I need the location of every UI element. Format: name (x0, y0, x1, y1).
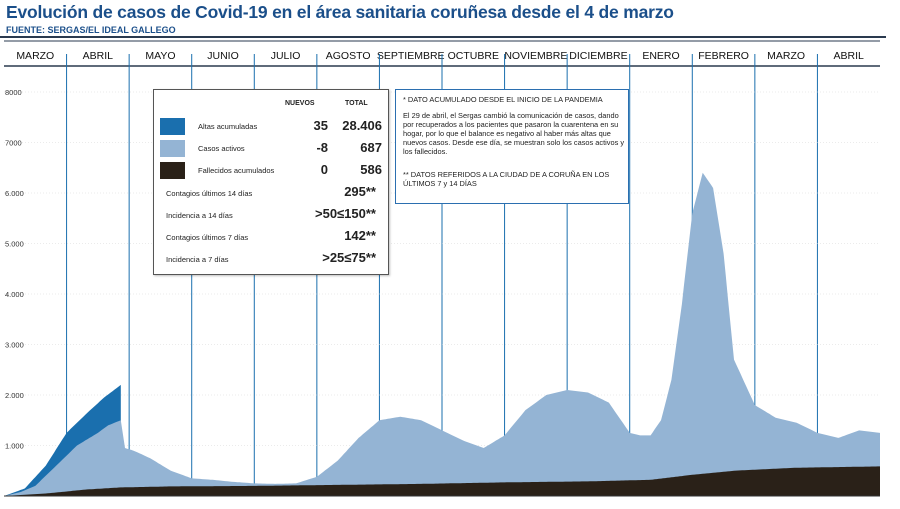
note-line1: * DATO ACUMULADO DESDE EL INICIO DE LA P… (403, 95, 603, 104)
month-label: JULIO (271, 50, 301, 62)
legend-extra-label: Incidencia a 14 días (166, 211, 233, 220)
legend-extra-label: Incidencia a 7 días (166, 255, 229, 264)
y-tick-label: 3.000 (5, 341, 24, 350)
legend-contagios-14: Contagios últimos 14 días 295** (160, 184, 382, 202)
y-tick-label: 6.000 (5, 189, 24, 198)
legend-row-fallecidos: Fallecidos acumulados 0 586 (160, 162, 382, 179)
month-label: DICIEMBRE (569, 50, 627, 62)
series-activos-area (4, 172, 880, 497)
month-label: SEPTIEMBRE (377, 50, 445, 62)
legend-extra-value: 295** (344, 184, 376, 199)
month-label: MARZO (767, 50, 805, 62)
legend-new-value: 35 (313, 118, 328, 133)
series-fallecidos-area (4, 466, 880, 496)
legend-total-value: 586 (360, 162, 382, 177)
legend-incidencia-14: Incidencia a 14 días >50≤150** (160, 206, 382, 224)
legend-col-new: NUEVOS (285, 100, 315, 107)
y-tick-label: 7000 (5, 139, 22, 148)
legend-label: Altas acumuladas (198, 122, 258, 131)
covid-area-chart: MARZO ABRIL MAYO JUNIO JULIO AGOSTO SEPTIEMBRE… (4, 40, 880, 497)
legend-extra-label: Contagios últimos 7 días (166, 233, 249, 242)
legend-extra-value: 142** (344, 228, 376, 243)
note-box: * DATO ACUMULADO DESDE EL INICIO DE LA P… (395, 89, 629, 204)
legend-label: Casos activos (198, 144, 245, 153)
note-body: El 29 de abril, el Sergas cambió la comu… (403, 111, 625, 156)
legend-row-activos: Casos activos -8 687 (160, 140, 382, 157)
legend-contagios-7: Contagios últimos 7 días 142** (160, 228, 382, 246)
legend-extra-value: >50≤150** (315, 206, 376, 221)
y-tick-label: 8000 (5, 88, 22, 97)
month-label: ABRIL (83, 50, 114, 62)
chart-title: Evolución de casos de Covid-19 en el áre… (6, 2, 674, 22)
month-label: NOVIEMBRE (504, 50, 567, 62)
month-label: AGOSTO (326, 50, 371, 62)
note-footer: ** DATOS REFERIDOS A LA CIUDAD DE A CORU… (403, 170, 610, 188)
y-tick-label: 2.000 (5, 391, 24, 400)
legend-label: Fallecidos acumulados (198, 166, 275, 175)
y-tick-label: 4.000 (5, 290, 24, 299)
altas-swatch (160, 118, 185, 135)
activos-swatch (160, 140, 185, 157)
month-label: MARZO (16, 50, 54, 62)
legend-incidencia-7: Incidencia a 7 días >25≤75** (160, 250, 382, 268)
month-label: OCTUBRE (448, 50, 499, 62)
legend-extra-label: Contagios últimos 14 días (166, 189, 253, 198)
month-label: MAYO (145, 50, 175, 62)
month-label: ENERO (642, 50, 679, 62)
month-label: JUNIO (207, 50, 239, 62)
legend-row-altas: Altas acumuladas 35 28.406 (160, 118, 382, 135)
legend-new-value: -8 (316, 140, 328, 155)
legend-box: NUEVOS TOTAL Altas acumuladas 35 28.406 … (153, 89, 389, 275)
legend-total-value: 687 (360, 140, 382, 155)
month-label: ABRIL (834, 50, 865, 62)
legend-extra-value: >25≤75** (322, 250, 376, 265)
fallecidos-swatch (160, 162, 185, 179)
legend-total-value: 28.406 (342, 118, 382, 133)
legend-col-total: TOTAL (345, 100, 368, 107)
legend-new-value: 0 (320, 162, 328, 177)
y-tick-label: 5.000 (5, 240, 24, 249)
chart-source: FUENTE: SERGAS/EL IDEAL GALLEGO (6, 25, 176, 35)
month-label: FEBRERO (698, 50, 749, 62)
header-rule (0, 36, 886, 38)
y-tick-label: 1.000 (5, 442, 24, 451)
